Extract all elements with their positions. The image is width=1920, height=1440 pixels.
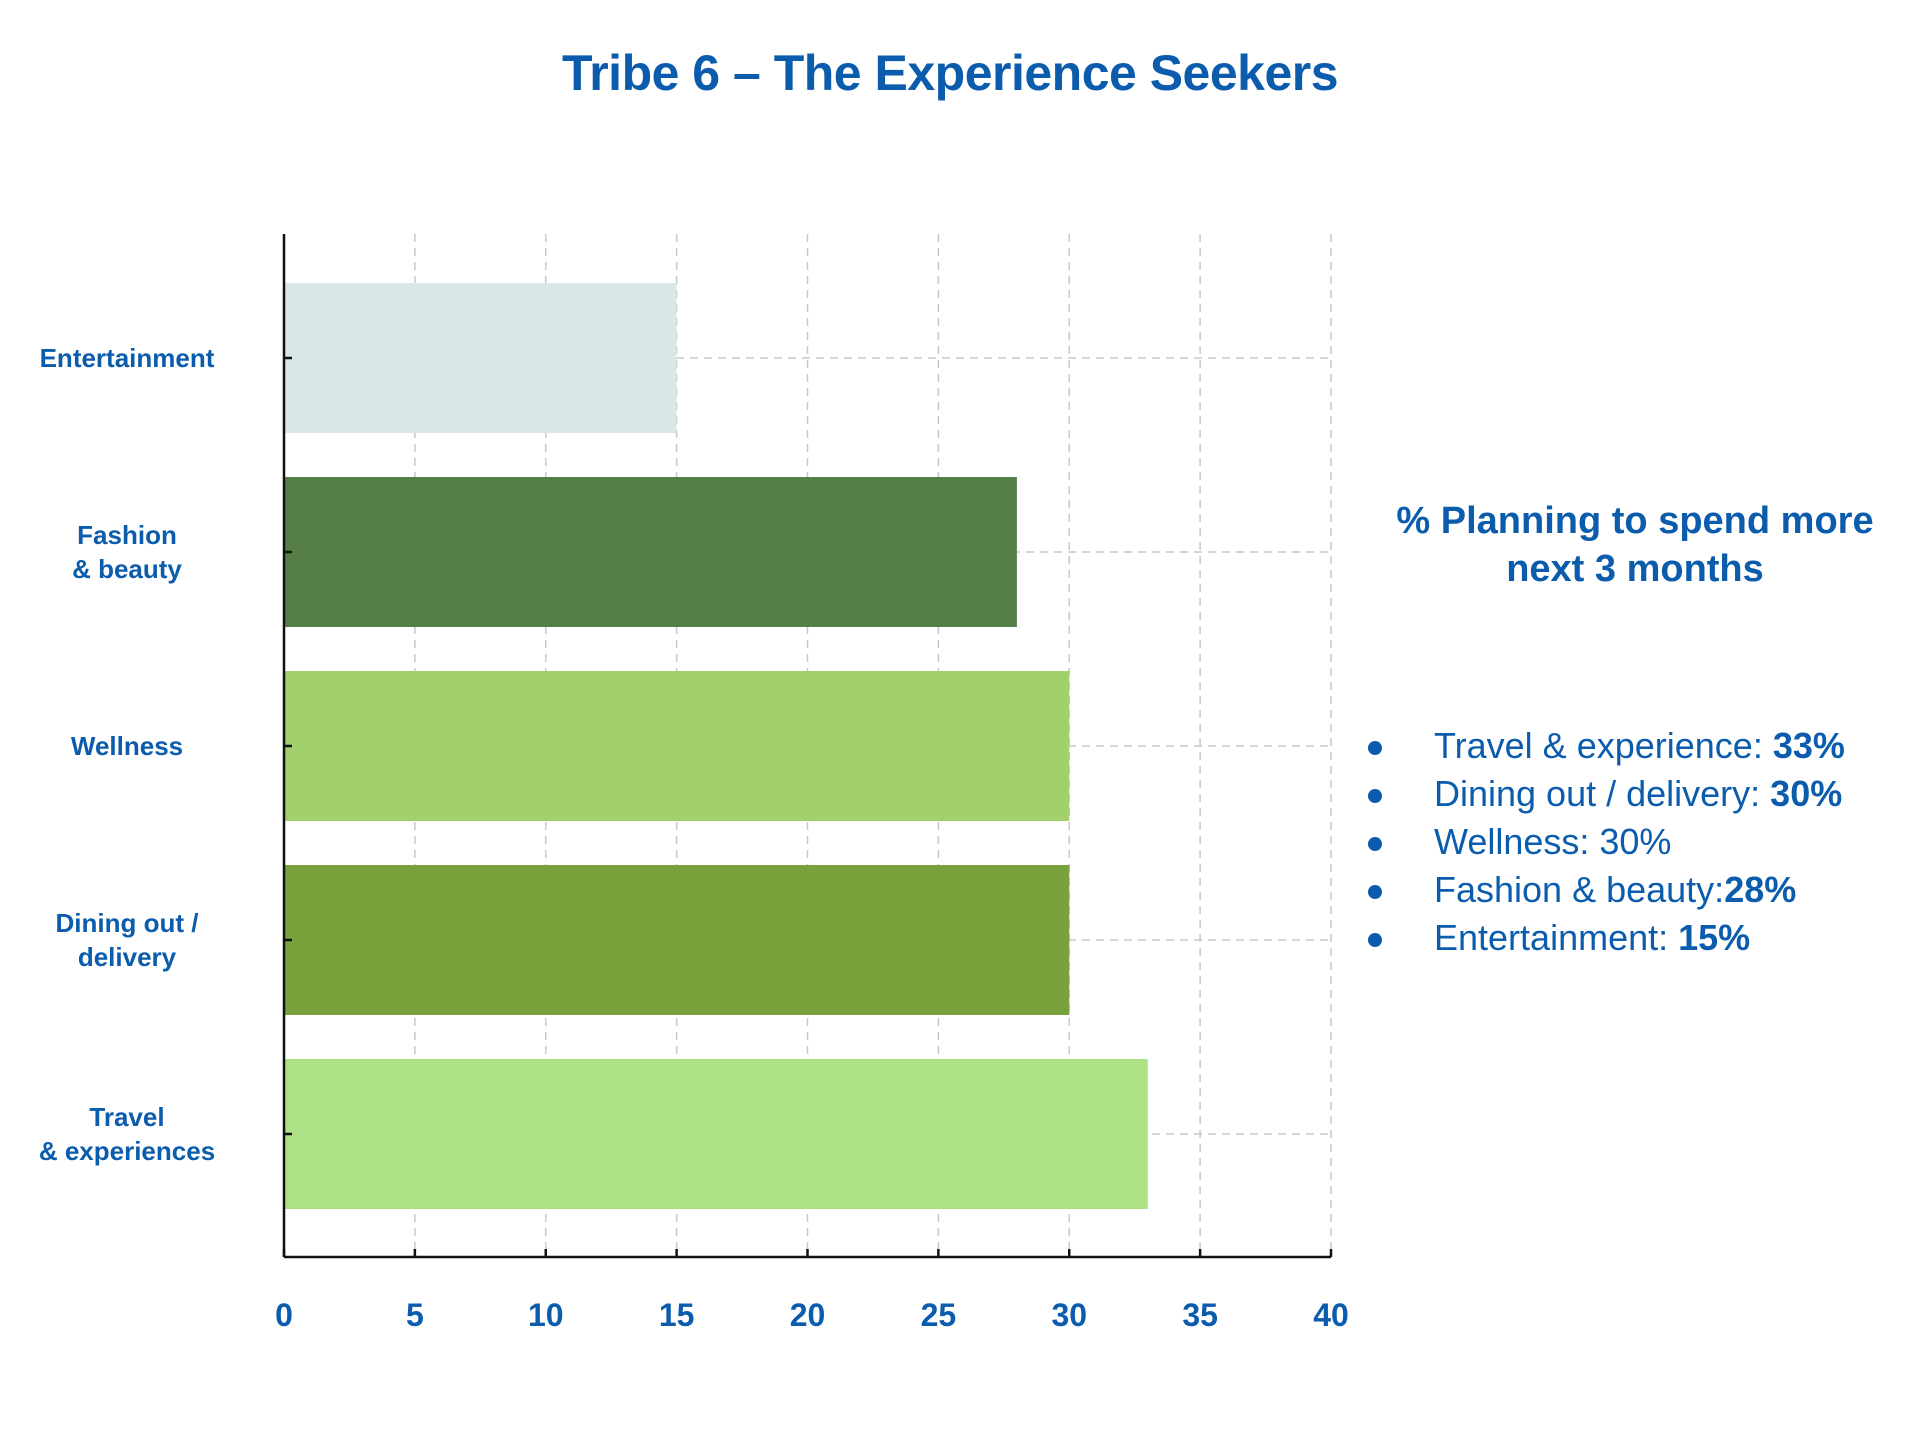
panel-title: % Planning to spend more next 3 months xyxy=(1396,500,1874,590)
category-label: Fashion & beauty xyxy=(72,520,182,584)
x-tick-label: 15 xyxy=(659,1297,695,1333)
bullet-dot-icon xyxy=(1368,741,1382,755)
x-tick-label: 30 xyxy=(1051,1297,1087,1333)
spend-item-label: Entertainment: xyxy=(1434,917,1679,958)
spend-item-label: Wellness: 30% xyxy=(1434,821,1672,862)
bar-chart: 0 5 10 15 20 25 30 35 40 xyxy=(275,234,1349,1333)
bullet-dot-icon xyxy=(1368,885,1382,899)
bar xyxy=(284,865,1070,1015)
bar xyxy=(284,1059,1148,1209)
spend-list-item: Fashion & beauty:28% xyxy=(1360,866,1845,914)
spend-list-item: Travel & experience: 33% xyxy=(1360,722,1845,770)
x-tick-label: 35 xyxy=(1182,1297,1218,1333)
x-tick-label: 20 xyxy=(790,1297,826,1333)
bullet-dot-icon xyxy=(1368,837,1382,851)
spend-list-item: Entertainment: 15% xyxy=(1360,914,1845,962)
bullet-dot-icon xyxy=(1368,789,1382,803)
spend-list: Travel & experience: 33% Dining out / del… xyxy=(1360,722,1845,962)
spend-item-value: 28% xyxy=(1724,869,1797,910)
bar xyxy=(284,477,1017,627)
chart-title: Tribe 6 – The Experience Seekers xyxy=(561,45,1339,101)
category-label: Travel & experiences xyxy=(38,1102,216,1166)
spend-list-item: Dining out / delivery: 30% xyxy=(1360,770,1845,818)
x-tick-label: 10 xyxy=(528,1297,564,1333)
spend-item-label: Dining out / delivery: xyxy=(1434,773,1771,814)
bar xyxy=(284,283,677,433)
spend-item-value: 30% xyxy=(1770,773,1843,814)
category-label: Wellness xyxy=(70,731,184,761)
bullet-dot-icon xyxy=(1368,933,1382,947)
spend-item-label: Fashion & beauty: xyxy=(1434,869,1725,910)
bar xyxy=(284,671,1070,821)
spend-item-value: 15% xyxy=(1678,917,1751,958)
category-label: Dining out / delivery xyxy=(55,908,199,972)
category-label: Entertainment xyxy=(39,343,215,373)
spend-item-value: 33% xyxy=(1772,725,1845,766)
spend-item-label: Travel & experience: xyxy=(1434,725,1773,766)
x-tick-label: 5 xyxy=(406,1297,424,1333)
x-tick-label: 40 xyxy=(1313,1297,1349,1333)
spend-list-item: Wellness: 30% xyxy=(1360,818,1845,866)
x-tick-label: 0 xyxy=(275,1297,293,1333)
x-tick-label: 25 xyxy=(921,1297,957,1333)
